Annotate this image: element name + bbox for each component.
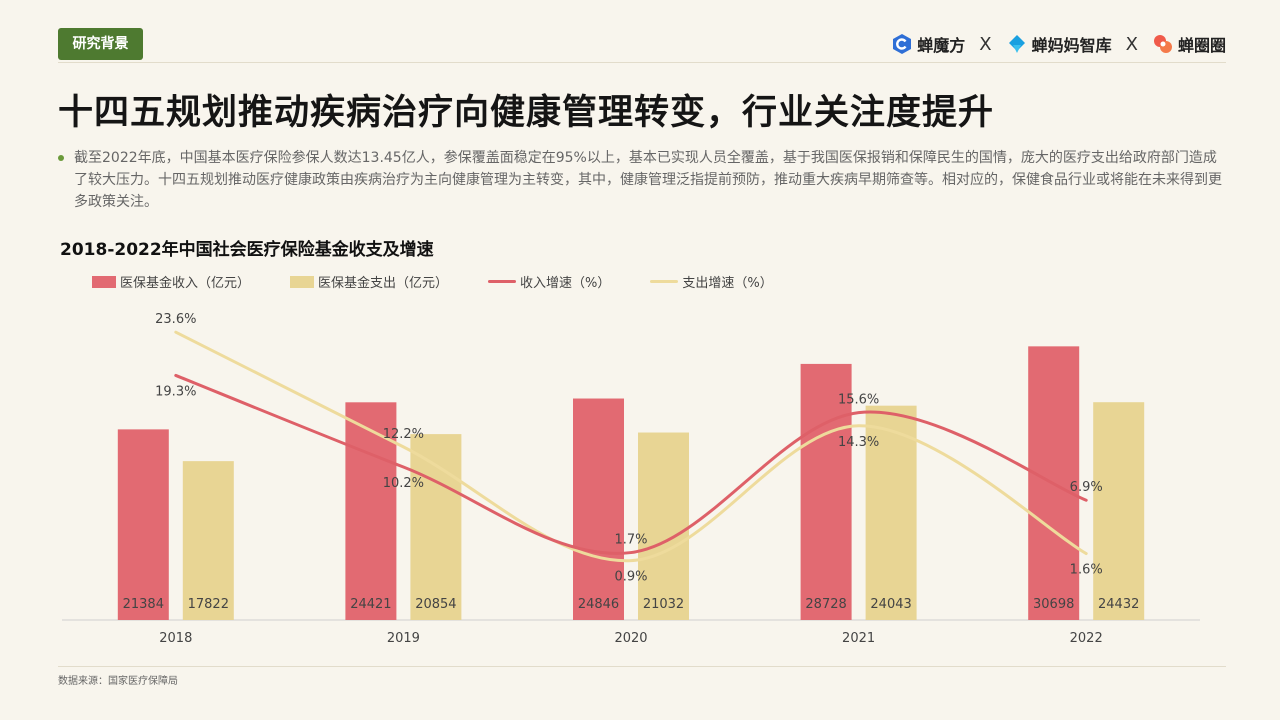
logo-label: 蝉妈妈智库 [1031,36,1112,55]
footer-divider [58,666,1226,667]
chanmofang-logo-icon [893,34,912,54]
income-growth-label: 1.7% [614,533,647,548]
bar-value-label: 17822 [188,597,229,612]
legend-label: 医保基金收入（亿元） [120,276,251,291]
bar-expense-2019 [410,434,462,620]
page-title: 十四五规划推动疾病治疗向健康管理转变，行业关注度提升 [58,93,995,133]
legend-item-expense: 医保基金支出（亿元） [290,272,448,291]
data-source: 数据来源：国家医疗保障局 [58,676,178,687]
expense-growth-label: 1.6% [1070,563,1103,578]
logo-label: 蝉魔方 [917,36,966,55]
legend-item-income-growth: 收入增速（%） [488,272,610,291]
bar-expense-2018 [182,461,234,620]
legend-line [650,280,679,283]
income-growth-label: 10.2% [383,476,424,491]
bar-value-label: 21032 [643,597,684,612]
brand-logos: 蝉魔方 X 蝉妈妈智库 X 蝉圈圈 [891,28,1226,60]
expense-growth-label: 12.2% [383,427,424,442]
logo-separator: X [979,33,992,55]
bar-value-label: 24432 [1098,597,1139,612]
chart-legend: 医保基金收入（亿元） 医保基金支出（亿元） 收入增速（%） 支出增速（%） [92,272,813,291]
bar-value-label: 24846 [578,597,619,612]
chart-title: 2018-2022年中国社会医疗保险基金收支及增速 [60,240,434,260]
legend-label: 收入增速（%） [520,276,611,291]
chanmama-logo-icon [1008,35,1025,53]
logo-separator: X [1125,33,1138,55]
bar-value-label: 21384 [123,597,164,612]
legend-label: 医保基金支出（亿元） [318,276,449,291]
income-growth-label: 19.3% [155,384,196,399]
x-tick-label: 2021 [842,631,875,646]
legend-line [488,280,517,283]
legend-item-expense-growth: 支出增速（%） [650,272,773,291]
bar-expense-2021 [865,405,917,620]
section-tag: 研究背景 [58,28,143,60]
bar-income-2018 [117,429,169,620]
bar-income-2021 [800,363,852,620]
bullet-dot [58,155,64,161]
legend-swatch [92,275,116,288]
bar-value-label: 24043 [870,597,911,612]
legend-item-income: 医保基金收入（亿元） [92,272,250,291]
description-text: 截至2022年底，中国基本医疗保险参保人数达13.45亿人，参保覆盖面稳定在95… [74,150,1222,210]
bar-income-2020 [573,398,624,620]
income-growth-line [174,373,1088,555]
header-divider [58,62,1226,63]
x-tick-label: 2018 [159,631,192,646]
legend-label: 支出增速（%） [682,276,773,291]
logo-chanmama: 蝉妈妈智库 [1006,32,1112,56]
x-tick-label: 2022 [1070,631,1103,646]
logo-chanmofang: 蝉魔方 [891,32,965,56]
expense-growth-label: 14.3% [838,435,879,450]
expense-growth-line [174,330,1088,563]
expense-growth-label: 0.9% [614,570,647,585]
x-tick-label: 2020 [614,631,647,646]
bar-value-label: 24421 [350,597,391,612]
bar-value-label: 30698 [1033,597,1074,612]
logo-chanquanquan: 蝉圈圈 [1152,32,1226,56]
income-growth-label: 6.9% [1070,480,1103,495]
legend-swatch [290,275,315,288]
bar-value-label: 28728 [805,597,846,612]
logo-label: 蝉圈圈 [1177,36,1226,55]
bar-expense-2020 [638,432,689,620]
bar-value-label: 20854 [415,597,456,612]
x-tick-label: 2019 [387,631,420,646]
income-growth-label: 15.6% [838,393,879,408]
bar-expense-2022 [1093,402,1145,620]
expense-growth-label: 23.6% [155,312,196,327]
chanquanquan-logo-icon [1153,35,1172,53]
